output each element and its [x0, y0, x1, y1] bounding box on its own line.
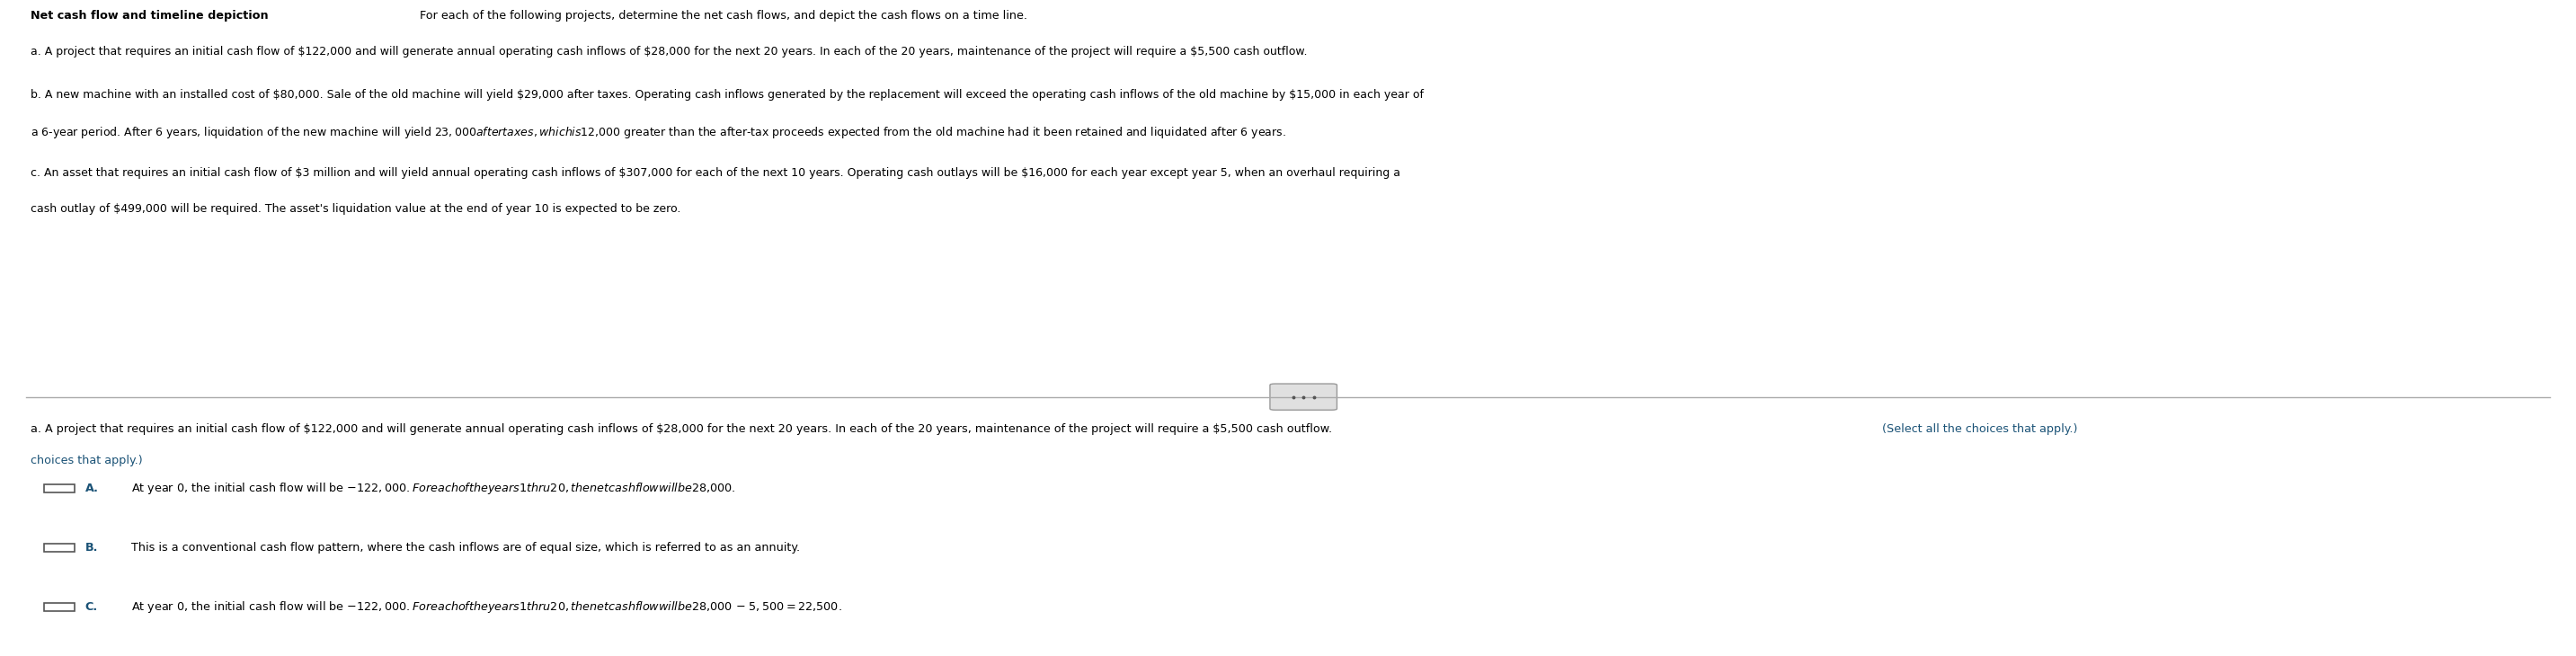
Text: a. A project that requires an initial cash flow of $122,000 and will generate an: a. A project that requires an initial ca…: [31, 46, 1309, 58]
Text: For each of the following projects, determine the net cash flows, and depict the: For each of the following projects, dete…: [412, 10, 1028, 22]
Text: A.: A.: [85, 483, 98, 495]
Text: B.: B.: [85, 542, 98, 554]
Text: C.: C.: [85, 601, 98, 613]
Bar: [44, 485, 75, 493]
Text: Net cash flow and timeline depiction: Net cash flow and timeline depiction: [31, 10, 268, 22]
Bar: [44, 603, 75, 611]
FancyBboxPatch shape: [1270, 384, 1337, 410]
Text: At year 0, the initial cash flow will be −$122,000.  For each of the years 1 thr: At year 0, the initial cash flow will be…: [131, 599, 842, 615]
Text: a. A project that requires an initial cash flow of $122,000 and will generate an: a. A project that requires an initial ca…: [31, 423, 1332, 435]
Text: cash outlay of $499,000 will be required. The asset's liquidation value at the e: cash outlay of $499,000 will be required…: [31, 203, 680, 215]
Text: (Select all the choices that apply.): (Select all the choices that apply.): [1875, 423, 2079, 435]
Text: At year 0, the initial cash flow will be −$122,000.  For each of the years 1 thr: At year 0, the initial cash flow will be…: [131, 481, 737, 497]
Text: choices that apply.): choices that apply.): [31, 455, 142, 466]
Text: This is a conventional cash flow pattern, where the cash inflows are of equal si: This is a conventional cash flow pattern…: [131, 542, 801, 554]
Text: b. A new machine with an installed cost of $80,000. Sale of the old machine will: b. A new machine with an installed cost …: [31, 89, 1425, 100]
Text: a 6-year period. After 6 years, liquidation of the new machine will yield $23,00: a 6-year period. After 6 years, liquidat…: [31, 125, 1285, 140]
Bar: [44, 544, 75, 552]
Text: c. An asset that requires an initial cash flow of $3 million and will yield annu: c. An asset that requires an initial cas…: [31, 167, 1401, 179]
